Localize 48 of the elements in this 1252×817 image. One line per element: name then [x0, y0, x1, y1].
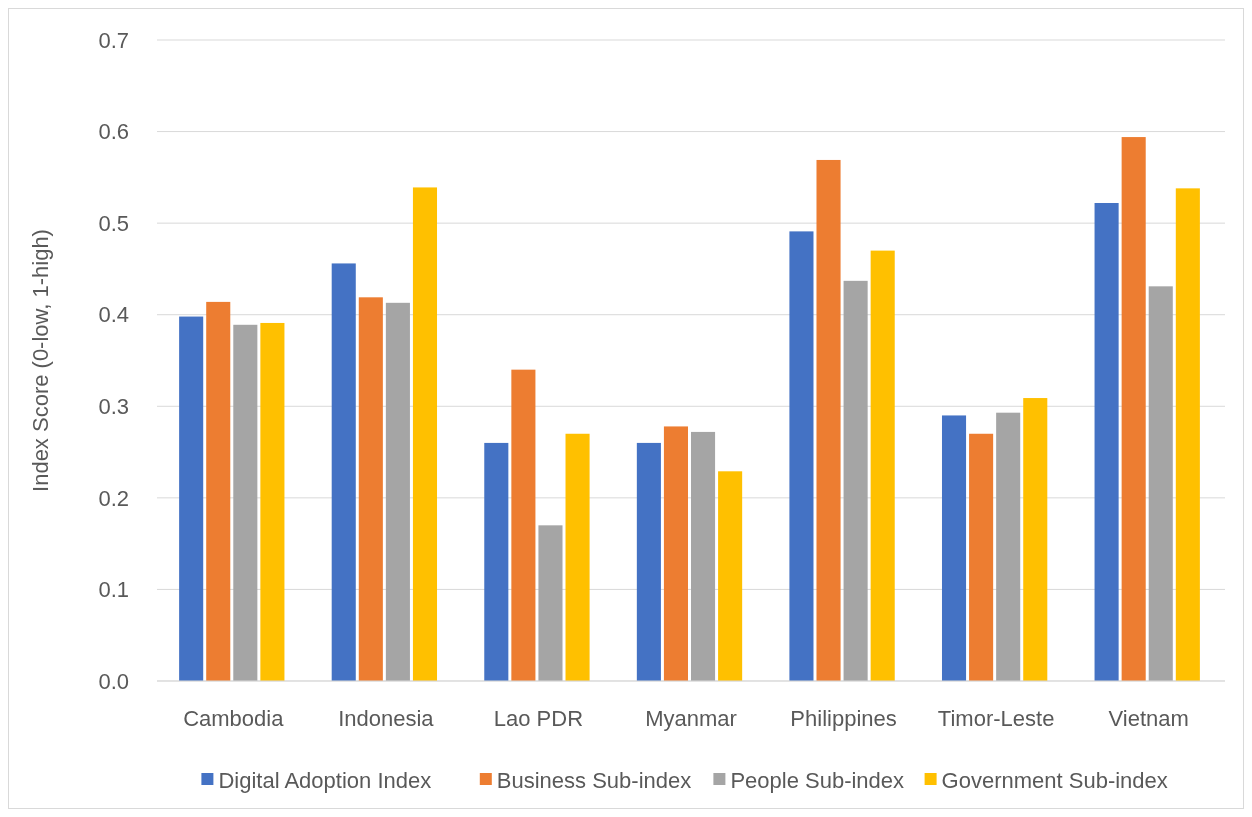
- y-tick-label: 0.0: [98, 668, 129, 694]
- bar: [718, 471, 743, 681]
- y-tick-label: 0.7: [98, 27, 129, 53]
- bar: [565, 433, 590, 681]
- bar: [1175, 188, 1200, 681]
- bar: [816, 159, 841, 681]
- legend-label: People Sub-index: [730, 767, 905, 793]
- x-tick-label: Myanmar: [645, 706, 737, 731]
- y-tick-label: 0.1: [98, 577, 129, 603]
- bar: [691, 431, 716, 681]
- y-tick-label: 0.3: [98, 393, 129, 419]
- bar: [331, 263, 356, 681]
- bar: [996, 412, 1021, 681]
- x-tick-label: Timor-Leste: [937, 706, 1055, 731]
- legend-label: Digital Adoption Index: [218, 767, 432, 793]
- y-axis-title: Index Score (0-low, 1-high): [28, 229, 53, 492]
- x-tick-label: Vietnam: [1108, 706, 1189, 731]
- bar: [870, 250, 895, 681]
- bar: [358, 297, 383, 681]
- bar: [1121, 137, 1146, 681]
- bar: [636, 442, 661, 681]
- legend-label: Government Sub-index: [941, 767, 1168, 793]
- bar: [179, 316, 204, 681]
- bar: [843, 280, 868, 681]
- bar: [412, 187, 438, 681]
- x-tick-label: Indonesia: [338, 706, 435, 731]
- bar: [511, 369, 536, 681]
- y-tick-label: 0.6: [98, 119, 129, 145]
- bar: [941, 415, 967, 681]
- bar: [969, 433, 994, 681]
- legend-label: Business Sub-index: [496, 767, 692, 793]
- bar: [1094, 203, 1119, 681]
- bar: [260, 322, 285, 681]
- y-tick-label: 0.4: [98, 302, 129, 328]
- x-tick-label: Philippines: [790, 706, 897, 731]
- bar: [206, 301, 231, 681]
- bar: [484, 442, 509, 681]
- bar: [1148, 286, 1173, 681]
- bar: [1023, 398, 1048, 681]
- x-tick-label: Lao PDR: [493, 706, 584, 731]
- y-tick-label: 0.5: [98, 210, 129, 236]
- bar: [538, 525, 563, 681]
- bar: [385, 302, 410, 681]
- x-tick-label: Cambodia: [183, 706, 285, 731]
- bar: [789, 231, 814, 681]
- y-tick-label: 0.2: [98, 485, 129, 511]
- bar: [233, 324, 258, 681]
- bar: [663, 426, 688, 681]
